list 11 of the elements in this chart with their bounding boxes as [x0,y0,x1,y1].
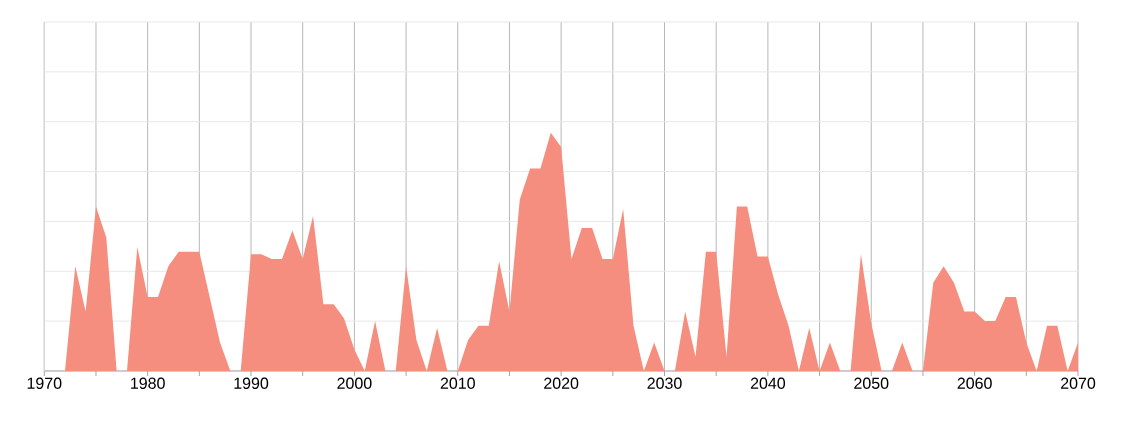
x-tick-label: 1990 [234,377,269,389]
x-tick-label: 2060 [957,377,992,389]
x-tick-label: 2070 [1061,377,1096,389]
x-tick-label: 2030 [647,377,682,389]
x-tick-label: 2010 [440,377,475,389]
x-tick-label: 1970 [27,377,62,389]
x-tick-label: 2050 [854,377,889,389]
x-tick-label: 2020 [544,377,579,389]
x-tick-label: 1980 [131,377,165,389]
x-tick-label: 2040 [750,377,786,389]
x-tick-label: 2000 [337,377,372,389]
